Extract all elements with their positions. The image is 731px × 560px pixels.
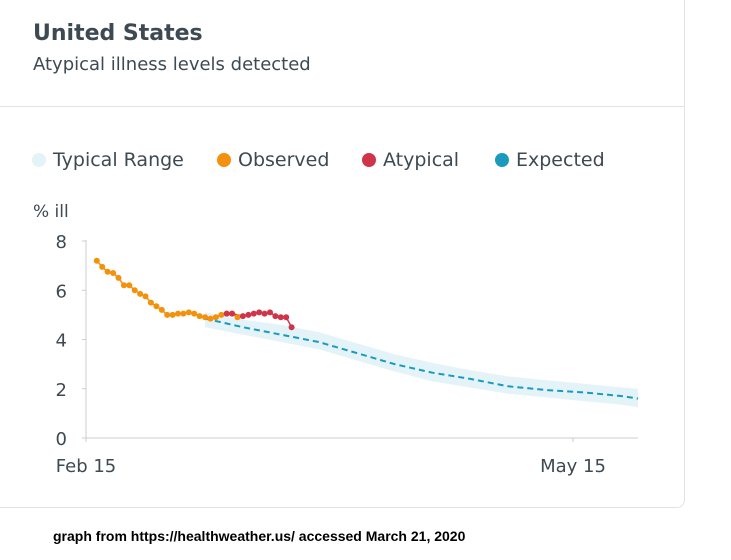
data-point-observed — [115, 274, 122, 281]
points-layer — [93, 257, 295, 331]
data-point-atypical — [223, 310, 230, 317]
data-point-observed — [234, 314, 241, 321]
data-point-observed — [175, 310, 181, 317]
data-point-observed — [158, 306, 165, 313]
data-point-observed — [126, 282, 133, 289]
data-point-observed — [207, 315, 214, 322]
data-point-observed — [131, 287, 138, 294]
y-tick-label: 4 — [56, 331, 67, 352]
legend-label: Typical Range — [53, 149, 184, 171]
data-point-observed — [93, 257, 100, 264]
card-title: United States — [33, 21, 203, 46]
chart-card: United States Atypical illness levels de… — [0, 0, 685, 508]
data-point-observed — [99, 263, 106, 270]
data-point-observed — [191, 310, 198, 317]
card-header: United States Atypical illness levels de… — [0, 0, 684, 107]
y-axis-label: % ill — [33, 202, 69, 222]
y-tick-label: 6 — [56, 281, 67, 302]
data-point-atypical — [272, 313, 279, 320]
legend-label: Expected — [516, 149, 605, 171]
data-point-observed — [185, 309, 192, 316]
data-point-atypical — [229, 310, 236, 317]
legend-dot-icon — [217, 153, 231, 167]
data-point-atypical — [277, 314, 284, 321]
y-tick-label: 2 — [56, 380, 67, 401]
data-point-observed — [196, 313, 203, 320]
data-point-observed — [169, 311, 176, 318]
legend-dot-icon — [32, 153, 46, 167]
data-point-observed — [164, 311, 171, 318]
typical-range-layer — [205, 312, 638, 408]
data-point-atypical — [267, 309, 273, 316]
data-point-observed — [218, 311, 225, 318]
source-caption: graph from https://healthweather.us/ acc… — [53, 528, 466, 544]
legend-dot-icon — [362, 153, 376, 167]
data-point-observed — [202, 314, 209, 321]
series-line-observed — [96, 260, 238, 320]
y-tick-label: 8 — [56, 232, 67, 253]
data-point-atypical — [261, 310, 268, 317]
y-tick-label: 0 — [56, 429, 67, 450]
data-point-observed — [110, 270, 117, 276]
series-line-expected — [204, 317, 639, 400]
data-point-atypical — [239, 313, 246, 320]
line-chart: % ill 0 2 4 6 8 Feb 15 May 15 — [33, 202, 639, 477]
data-point-observed — [180, 310, 187, 317]
data-point-atypical — [245, 311, 252, 318]
x-tick-label: May 15 — [540, 456, 606, 477]
data-point-observed — [212, 314, 219, 321]
data-point-atypical — [288, 324, 295, 331]
data-point-observed — [104, 268, 111, 275]
data-point-atypical — [256, 309, 263, 316]
typical-range-band — [205, 312, 638, 408]
data-point-observed — [137, 290, 144, 297]
data-point-atypical — [250, 310, 257, 317]
x-tick-label: Feb 15 — [56, 456, 117, 477]
data-point-atypical — [283, 314, 290, 321]
data-point-observed — [153, 303, 160, 310]
data-point-observed — [142, 293, 149, 300]
data-point-observed — [147, 299, 154, 306]
legend-dot-icon — [495, 153, 509, 167]
card-subtitle: Atypical illness levels detected — [33, 54, 311, 75]
legend-label: Observed — [238, 149, 330, 171]
axes: 0 2 4 6 8 Feb 15 May 15 — [56, 232, 638, 477]
data-point-observed — [120, 282, 127, 289]
series-layer — [96, 260, 639, 400]
legend-label: Atypical — [383, 149, 460, 171]
